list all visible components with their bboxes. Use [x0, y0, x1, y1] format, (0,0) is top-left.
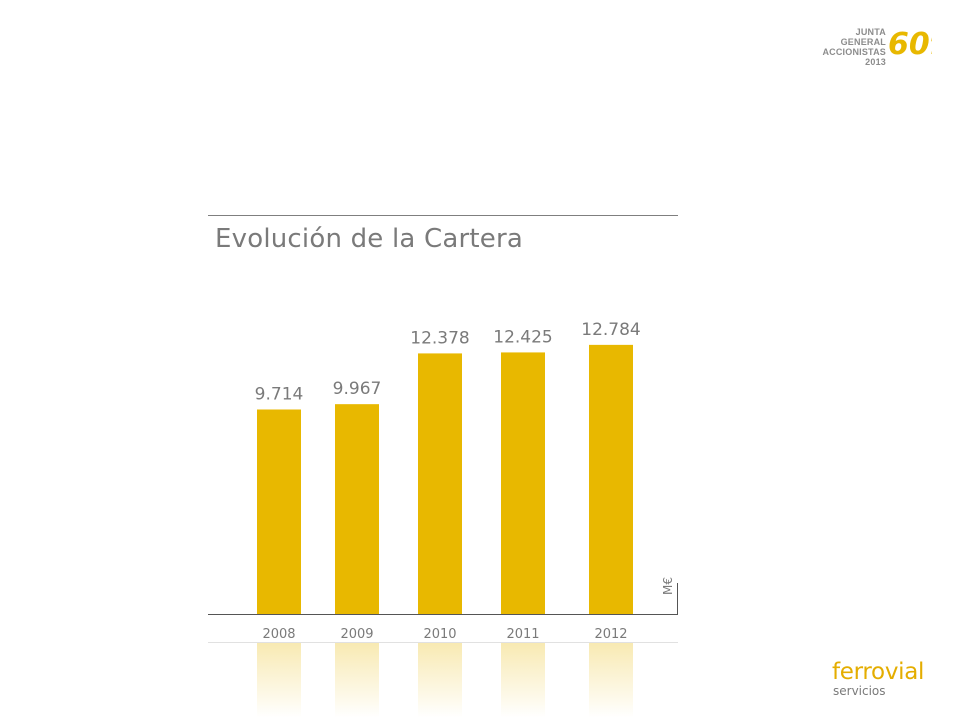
junta-general-text: JUNTA GENERAL ACCIONISTAS 2013	[808, 27, 886, 67]
value-label-2012: 12.784	[581, 320, 640, 340]
value-labels: 9.714 9.967 12.378 12.425 12.784	[255, 320, 641, 405]
bar-2009	[335, 404, 379, 614]
chart-title: Evolución de la Cartera	[215, 224, 523, 254]
junta-general-logo: JUNTA GENERAL ACCIONISTAS 2013 60f	[808, 27, 938, 67]
value-label-2009: 9.967	[333, 379, 382, 399]
sixty-anniversary-logo-icon: 60f	[888, 27, 932, 62]
bar-2008	[257, 409, 301, 614]
ferrovial-servicios-logo: ferrovial servicios	[832, 660, 924, 698]
ferrovial-brand-text: ferrovial	[832, 659, 925, 685]
bar-reflection-2008	[257, 643, 301, 718]
bar-reflection-2012	[589, 643, 633, 718]
axis-bottom-rule	[208, 642, 678, 643]
bar-reflections	[257, 643, 633, 718]
bar-series	[257, 344, 633, 614]
bar-reflection-2010	[418, 643, 462, 718]
x-tick-labels: 2008 2009 2010 2011 2012	[262, 627, 627, 642]
x-tick-2011: 2011	[506, 627, 539, 642]
logo-line-2: ACCIONISTAS	[822, 47, 886, 57]
value-label-2011: 12.425	[493, 327, 552, 347]
servicios-text: servicios	[833, 684, 886, 698]
value-label-2010: 12.378	[410, 328, 469, 348]
bar-reflection-2009	[335, 643, 379, 718]
logo-line-1: JUNTA GENERAL	[840, 27, 886, 47]
x-tick-2008: 2008	[262, 627, 295, 642]
logo-line-3: 2013	[865, 57, 886, 67]
bar-reflection-2011	[501, 643, 545, 718]
sixty-mark-text: 60f	[888, 27, 932, 62]
x-tick-2009: 2009	[340, 627, 373, 642]
bar-2012	[589, 344, 633, 614]
x-tick-2012: 2012	[594, 627, 627, 642]
x-tick-2010: 2010	[423, 627, 456, 642]
unit-label: M€	[661, 577, 675, 595]
value-label-2008: 9.714	[255, 384, 304, 404]
title-top-rule	[208, 215, 678, 216]
bar-2011	[501, 352, 545, 614]
bar-2010	[418, 353, 462, 614]
